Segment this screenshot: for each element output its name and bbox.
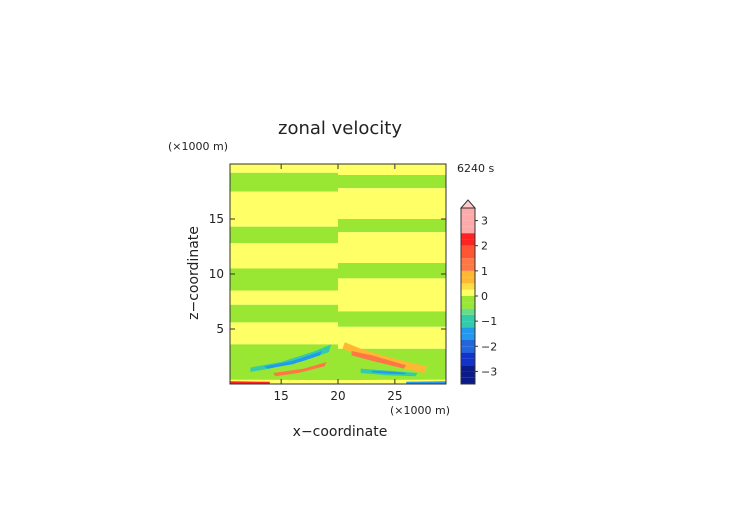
colorbar-segment — [461, 340, 475, 347]
positive-wave-left — [273, 362, 327, 377]
x-tick-label: 20 — [330, 389, 345, 403]
field-band-right — [338, 232, 446, 263]
field-band-left — [230, 172, 338, 192]
colorbar-segment — [461, 352, 475, 359]
colorbar: 3 2 1 0 −1 −2 −3 — [459, 199, 497, 385]
field-band-left — [230, 164, 338, 173]
y-tick-label: 5 — [216, 322, 224, 336]
colorbar-tick-label: −3 — [481, 365, 497, 378]
field-band-right — [338, 219, 446, 233]
colorbar-segment — [461, 252, 475, 259]
field-band-right — [338, 175, 446, 189]
colorbar-tick-label: −1 — [481, 315, 497, 328]
colorbar-tick-label: 2 — [481, 240, 488, 253]
colorbar-segment — [461, 296, 475, 303]
colorbar-segment — [461, 270, 475, 278]
field-band-left — [230, 268, 338, 291]
colorbar-segment — [461, 327, 475, 334]
colorbar-segment — [461, 308, 475, 315]
y-ticks: 5 10 15 — [209, 212, 446, 336]
x-tick-label: 15 — [274, 389, 289, 403]
colorbar-segment — [461, 321, 475, 328]
chart-title: zonal velocity — [278, 118, 402, 139]
colorbar-segment — [461, 358, 475, 366]
field-band-right — [338, 311, 446, 327]
colorbar-tick-label: 3 — [481, 215, 488, 228]
colorbar-segment — [461, 245, 475, 252]
field-band-left — [230, 191, 338, 227]
colorbar-tick-label: −2 — [481, 340, 497, 353]
field-band-right — [338, 188, 446, 219]
negative-core-right — [372, 370, 407, 375]
field-band-right — [338, 164, 446, 175]
plot-area — [229, 163, 447, 385]
colorbar-segment — [461, 314, 475, 322]
colorbar-segment — [461, 239, 475, 246]
colorbar-segment — [461, 289, 475, 296]
y-tick-label: 15 — [209, 212, 224, 226]
field-band-left — [230, 290, 338, 305]
colorbar-segment — [461, 365, 475, 372]
x-ticks: 15 20 25 — [274, 164, 402, 403]
y-unit-label: (×1000 m) — [168, 140, 228, 153]
y-tick-label: 10 — [209, 267, 224, 281]
x-unit-label: (×1000 m) — [390, 404, 450, 417]
colorbar-extend-arrow — [459, 199, 477, 209]
colorbar-segment — [461, 208, 475, 215]
colorbar-segment — [461, 233, 475, 240]
colorbar-segment — [461, 277, 475, 284]
colorbar-segment — [461, 302, 475, 309]
colorbar-segment — [461, 377, 475, 384]
field-band-right — [338, 326, 446, 349]
colorbar-segment — [461, 283, 475, 290]
colorbar-segment — [461, 333, 475, 340]
x-tick-label: 25 — [387, 389, 402, 403]
field-band-left — [230, 243, 338, 269]
negative-core-left — [264, 351, 323, 369]
colorbar-segment — [461, 258, 475, 265]
colorbar-segment — [461, 214, 475, 221]
colorbar-segment — [461, 371, 475, 378]
colorbar-segment — [461, 346, 475, 353]
field-band-left — [230, 304, 338, 323]
y-axis-label: z−coordinate — [186, 226, 202, 320]
colorbar-tick-label: 0 — [481, 290, 488, 303]
colorbar-segment — [461, 226, 475, 234]
field-band-left — [230, 226, 338, 244]
positive-core-right — [351, 351, 407, 369]
field-band-left — [230, 322, 338, 345]
time-label: 6240 s — [457, 162, 494, 175]
surface-right-negative — [406, 381, 446, 384]
negative-wave-left — [250, 344, 332, 372]
colorbar-segment — [461, 220, 475, 227]
x-axis-label: x−coordinate — [293, 424, 388, 440]
surface-left-positive — [230, 381, 270, 384]
colorbar-tick-label: 1 — [481, 265, 488, 278]
colorbar-segment — [461, 264, 475, 271]
field-band-right — [338, 263, 446, 279]
field-band-right — [338, 278, 446, 312]
